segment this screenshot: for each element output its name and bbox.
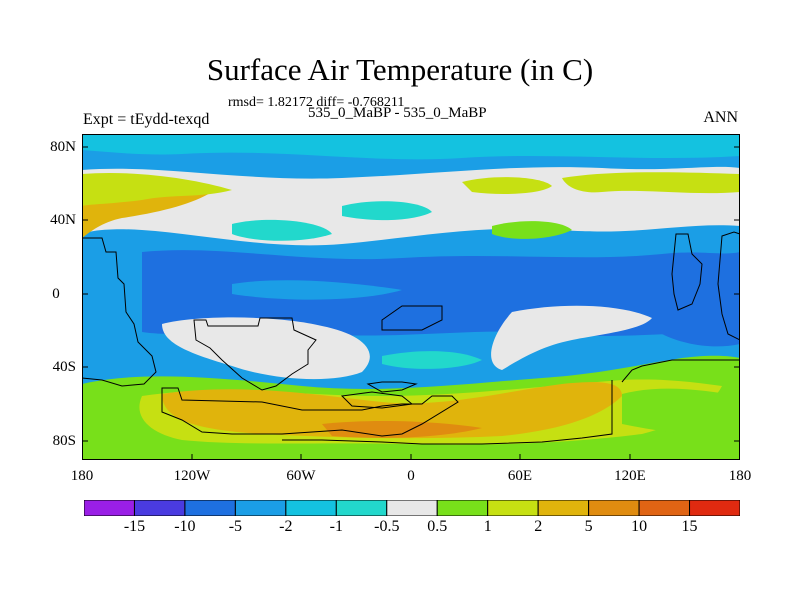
lat-ticks: [82, 146, 740, 442]
field-north-patch: [462, 177, 552, 194]
lat-label-80s: 80S: [52, 433, 76, 449]
colorbar-segment: [84, 500, 135, 516]
colorbar-segment: [689, 500, 740, 516]
lat-label-40n: 40N: [50, 212, 76, 228]
coastline-west: [82, 237, 157, 387]
stats-label: rmsd= 1.82172 diff= -0.768211: [228, 95, 405, 110]
season-label: ANN: [703, 109, 738, 126]
colorbar: [84, 500, 740, 516]
field-east-blue: [662, 276, 740, 347]
colorbar-segment: [335, 500, 388, 516]
field-south-swirl-2: [491, 305, 652, 370]
field-n-teal-1: [342, 201, 432, 221]
lat-label-80n: 80N: [50, 139, 76, 155]
colorbar-label: 15: [681, 518, 698, 535]
colorbar-segment: [487, 500, 539, 516]
field-arctic: [82, 134, 740, 160]
field-south-swirl-1: [162, 317, 370, 380]
field-ne-warm: [562, 172, 740, 194]
colorbar-label: -5: [228, 518, 243, 535]
coastline-far-east: [717, 231, 740, 341]
lat-label-40s: 40S: [52, 359, 76, 375]
coastline-south-continent: [161, 387, 459, 437]
colorbar-segment: [234, 500, 287, 516]
lon-label-120e: 120E: [614, 468, 646, 484]
colorbar-label: -1: [329, 518, 343, 535]
coastline-africa-north: [381, 305, 443, 331]
colorbar-segment: [184, 500, 236, 516]
colorbar-label: 5: [584, 518, 593, 535]
experiment-label: Expt = tEydd-texqd: [83, 111, 210, 128]
lon-label-60e: 60E: [507, 468, 533, 484]
field-south-orange: [162, 382, 622, 439]
lon-label-180e: 180: [728, 468, 752, 484]
lon-label-0: 0: [407, 468, 415, 484]
coastline-east-2: [282, 380, 613, 445]
colorbar-label: -10: [174, 518, 196, 535]
field-pacific-green: [492, 221, 572, 239]
field-nw-warm-edge: [82, 172, 232, 206]
temperature-map: [82, 134, 740, 460]
map-title: Surface Air Temperature (in C): [206, 52, 594, 87]
lon-label-120w: 120W: [173, 468, 211, 484]
coastline-south-america: [193, 317, 317, 391]
coastline-small-island-2: [366, 381, 418, 393]
colorbar-segment: [133, 500, 186, 516]
coastline-small-island: [340, 391, 414, 409]
colorbar-label: 10: [631, 518, 648, 535]
lat-label-0: 0: [52, 286, 60, 302]
colorbar-segment: [537, 500, 590, 516]
lon-label-60w: 60W: [286, 468, 316, 484]
field-se-green: [622, 388, 740, 436]
colorbar-label: -15: [123, 518, 146, 535]
colorbar-segment: [386, 500, 438, 516]
colorbar-label: 0.5: [427, 518, 448, 535]
coastline-north-east: [671, 233, 703, 311]
colorbar-label: 1: [483, 518, 492, 535]
subtitle-label: 535_0_MaBP - 535_0_MaBP: [308, 105, 487, 121]
colorbar-segment: [285, 500, 337, 516]
field-n-teal-2: [232, 219, 332, 241]
coastline-east: [621, 359, 740, 383]
colorbar-label: 2: [534, 518, 543, 535]
field-south-teal: [382, 351, 482, 369]
colorbar-segment: [436, 500, 489, 516]
colorbar-label: -0.5: [374, 518, 400, 535]
lon-ticks: [82, 454, 740, 460]
colorbar-segment: [638, 500, 691, 516]
field-south-red: [322, 421, 482, 438]
colorbar-segment: [588, 500, 640, 516]
lon-label-180w: 180: [70, 468, 94, 484]
field-eq-light: [232, 280, 402, 300]
colorbar-label: -2: [279, 518, 293, 535]
